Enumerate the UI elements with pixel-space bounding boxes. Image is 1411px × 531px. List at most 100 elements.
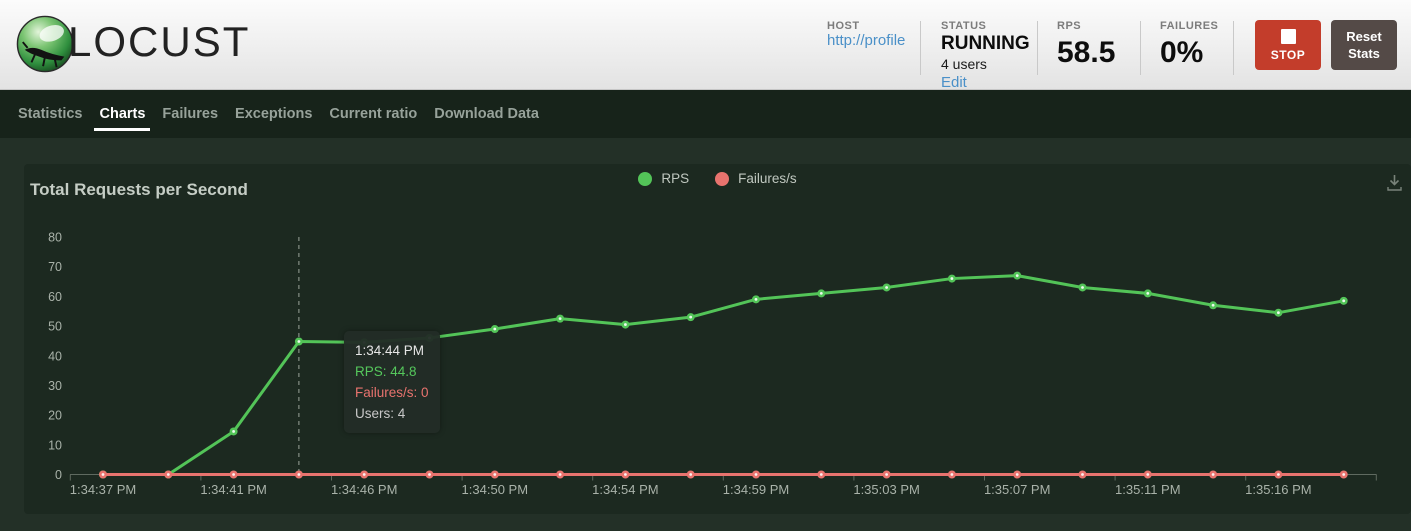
data-point-center <box>297 340 301 343</box>
y-tick-label: 60 <box>48 290 62 304</box>
tab-failures[interactable]: Failures <box>162 106 219 122</box>
data-point-center <box>1277 473 1280 476</box>
chart-legend: RPS Failures/s <box>24 171 1411 186</box>
data-point-center <box>885 473 888 476</box>
x-tick-label: 1:35:16 PM <box>1245 482 1312 497</box>
data-point-center <box>1342 299 1346 303</box>
data-point-center <box>754 297 758 301</box>
host-info: HOST http://profile <box>827 20 905 49</box>
logo-wordmark: LOCUST <box>68 18 251 65</box>
data-point-center <box>1081 286 1084 289</box>
x-tick-label: 1:34:50 PM <box>462 482 529 497</box>
stop-square-icon <box>1280 28 1296 44</box>
y-tick-label: 10 <box>48 438 62 452</box>
data-point-center <box>1277 311 1280 315</box>
data-point-center <box>1146 292 1150 295</box>
data-point-center <box>428 473 431 476</box>
failures-value: 0% <box>1160 36 1204 69</box>
rps-legend-dot-icon <box>638 171 653 186</box>
rps-chart-plot[interactable]: 0 10 20 30 40 50 60 70 80 1:34:37 PM 1:34:41 PM 1:3… <box>24 164 1411 514</box>
legend-label-failures: Failures/s <box>738 171 797 186</box>
divider <box>1037 21 1038 75</box>
data-point-center <box>624 323 627 326</box>
tab-statistics[interactable]: Statistics <box>18 106 83 122</box>
data-point-center <box>362 473 366 476</box>
tooltip-users: Users: 4 <box>355 406 406 421</box>
header-bar: LOCUST HOST http://profile STATUS RUNNIN… <box>0 0 1411 91</box>
y-tick-label: 30 <box>48 379 62 393</box>
data-point-center <box>101 473 105 476</box>
reset-stats-button[interactable]: Reset Stats <box>1331 20 1397 70</box>
legend-label-rps: RPS <box>661 171 690 186</box>
edit-link[interactable]: Edit <box>941 74 967 91</box>
data-point-center <box>624 473 627 476</box>
x-tick-label: 1:35:03 PM <box>853 482 920 497</box>
rps-label: RPS <box>1057 20 1082 32</box>
data-point-center <box>1342 473 1346 476</box>
failures-info: FAILURES 0% <box>1160 20 1218 70</box>
failures-legend-dot-icon <box>715 171 730 186</box>
rps-info: RPS 58.5 <box>1057 20 1115 70</box>
x-tick-label: 1:34:37 PM <box>70 482 137 497</box>
data-point-center <box>1081 473 1084 476</box>
x-tick-label: 1:34:46 PM <box>331 482 398 497</box>
data-point-center <box>1015 473 1019 476</box>
tooltip-rps: RPS: 44.8 <box>355 364 417 379</box>
stop-button[interactable]: STOP <box>1255 20 1321 70</box>
x-tick-label: 1:34:59 PM <box>723 482 790 497</box>
divider <box>1140 21 1141 75</box>
tab-current-ratio[interactable]: Current ratio <box>329 106 418 122</box>
y-tick-label: 50 <box>48 320 62 334</box>
data-point-center <box>166 473 170 476</box>
data-point-center <box>950 473 954 476</box>
tab-exceptions[interactable]: Exceptions <box>235 106 313 122</box>
status-info: STATUS RUNNING 4 users Edit <box>941 20 1030 91</box>
data-point-center <box>1015 274 1019 277</box>
host-link[interactable]: http://profile <box>827 32 906 49</box>
rps-line <box>101 274 1346 476</box>
x-tick-label: 1:34:41 PM <box>200 482 267 497</box>
data-point-center <box>754 473 758 476</box>
legend-item-failures[interactable]: Failures/s <box>715 171 797 186</box>
data-point-center <box>493 327 497 331</box>
y-tick-label: 0 <box>55 468 62 482</box>
data-point-center <box>558 473 562 476</box>
stop-button-label: STOP <box>1270 47 1306 62</box>
x-tick-label: 1:35:11 PM <box>1115 482 1181 497</box>
y-tick-label: 20 <box>48 409 62 423</box>
y-tick-label: 80 <box>48 231 62 245</box>
host-label: HOST <box>827 20 860 32</box>
data-point-center <box>1146 473 1150 476</box>
rps-chart-panel: 0 10 20 30 40 50 60 70 80 1:34:37 PM 1:34:41 PM 1:3… <box>24 164 1411 514</box>
x-tick-label: 1:34:54 PM <box>592 482 659 497</box>
tab-charts[interactable]: Charts <box>94 90 151 138</box>
data-point-center <box>297 473 301 476</box>
legend-item-rps[interactable]: RPS <box>638 171 689 186</box>
download-chart-icon[interactable] <box>1385 172 1404 198</box>
divider <box>1233 21 1234 75</box>
y-tick-label: 70 <box>48 260 62 274</box>
data-point-center <box>689 315 693 319</box>
data-point-center <box>558 317 562 321</box>
data-point-center <box>493 473 497 476</box>
data-point-center <box>1211 303 1215 307</box>
data-point-center <box>819 473 823 476</box>
data-point-center <box>689 473 693 476</box>
data-point-center <box>819 292 823 295</box>
data-point-center <box>950 277 954 280</box>
status-label: STATUS <box>941 20 987 32</box>
nav-tabs: Statistics Charts Failures Exceptions Cu… <box>0 90 1411 138</box>
status-users: 4 users <box>941 56 987 72</box>
locust-logo-icon <box>16 15 74 73</box>
data-point-center <box>885 286 888 289</box>
divider <box>920 21 921 75</box>
x-tick-label: 1:35:07 PM <box>984 482 1051 497</box>
failures-label: FAILURES <box>1160 20 1219 32</box>
y-tick-label: 40 <box>48 349 62 363</box>
data-point-center <box>232 473 236 476</box>
chart-tooltip: 1:34:44 PM RPS: 44.8 Failures/s: 0 Users… <box>344 331 440 433</box>
tab-download-data[interactable]: Download Data <box>434 106 539 122</box>
tooltip-time: 1:34:44 PM <box>355 343 425 358</box>
rps-value: 58.5 <box>1057 36 1116 69</box>
